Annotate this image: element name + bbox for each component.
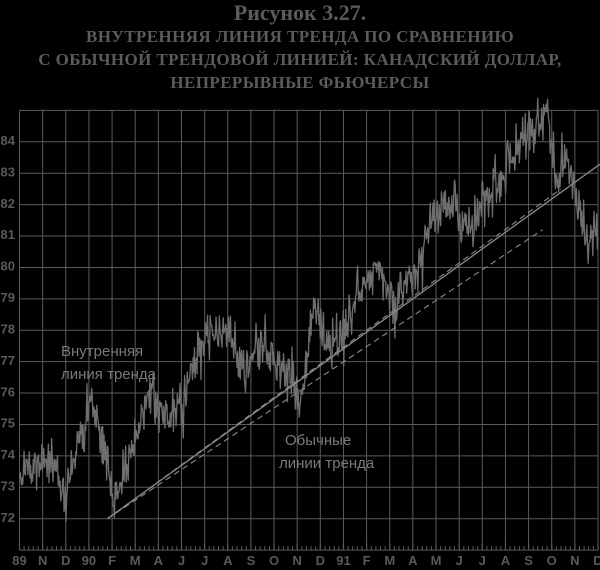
svg-text:74: 74 xyxy=(1,447,16,462)
svg-text:72: 72 xyxy=(1,510,15,525)
svg-text:83: 83 xyxy=(1,164,15,179)
svg-text:90: 90 xyxy=(82,553,96,568)
svg-text:82: 82 xyxy=(1,196,15,211)
svg-text:A: A xyxy=(223,553,233,568)
svg-text:91: 91 xyxy=(336,553,350,568)
svg-text:N: N xyxy=(292,553,301,568)
svg-text:M: M xyxy=(130,553,141,568)
svg-text:D: D xyxy=(593,553,600,568)
svg-text:N: N xyxy=(570,553,579,568)
svg-text:J: J xyxy=(178,553,185,568)
svg-text:O: O xyxy=(547,553,557,568)
svg-text:J: J xyxy=(201,553,208,568)
svg-text:M: M xyxy=(384,553,395,568)
svg-text:75: 75 xyxy=(1,416,15,431)
svg-text:77: 77 xyxy=(1,353,15,368)
svg-text:78: 78 xyxy=(1,321,15,336)
svg-text:D: D xyxy=(316,553,325,568)
svg-text:A: A xyxy=(501,553,511,568)
svg-text:89: 89 xyxy=(12,553,26,568)
svg-text:81: 81 xyxy=(1,227,15,242)
svg-text:O: O xyxy=(269,553,279,568)
svg-text:S: S xyxy=(247,553,256,568)
svg-text:84: 84 xyxy=(1,133,16,148)
svg-text:F: F xyxy=(108,553,116,568)
svg-text:Внутренняя: Внутренняя xyxy=(61,343,143,360)
svg-text:F: F xyxy=(363,553,371,568)
svg-text:Обычные: Обычные xyxy=(285,432,351,449)
svg-text:S: S xyxy=(524,553,533,568)
svg-text:линии тренда: линии тренда xyxy=(279,455,375,472)
svg-text:80: 80 xyxy=(1,259,15,274)
svg-text:A: A xyxy=(408,553,418,568)
svg-text:73: 73 xyxy=(1,478,15,493)
svg-text:J: J xyxy=(456,553,463,568)
svg-text:D: D xyxy=(61,553,70,568)
svg-text:N: N xyxy=(38,553,47,568)
svg-text:J: J xyxy=(479,553,486,568)
svg-text:линия тренда: линия тренда xyxy=(61,366,157,383)
svg-text:A: A xyxy=(154,553,164,568)
svg-text:M: M xyxy=(431,553,442,568)
svg-text:76: 76 xyxy=(1,384,15,399)
svg-text:79: 79 xyxy=(1,290,15,305)
